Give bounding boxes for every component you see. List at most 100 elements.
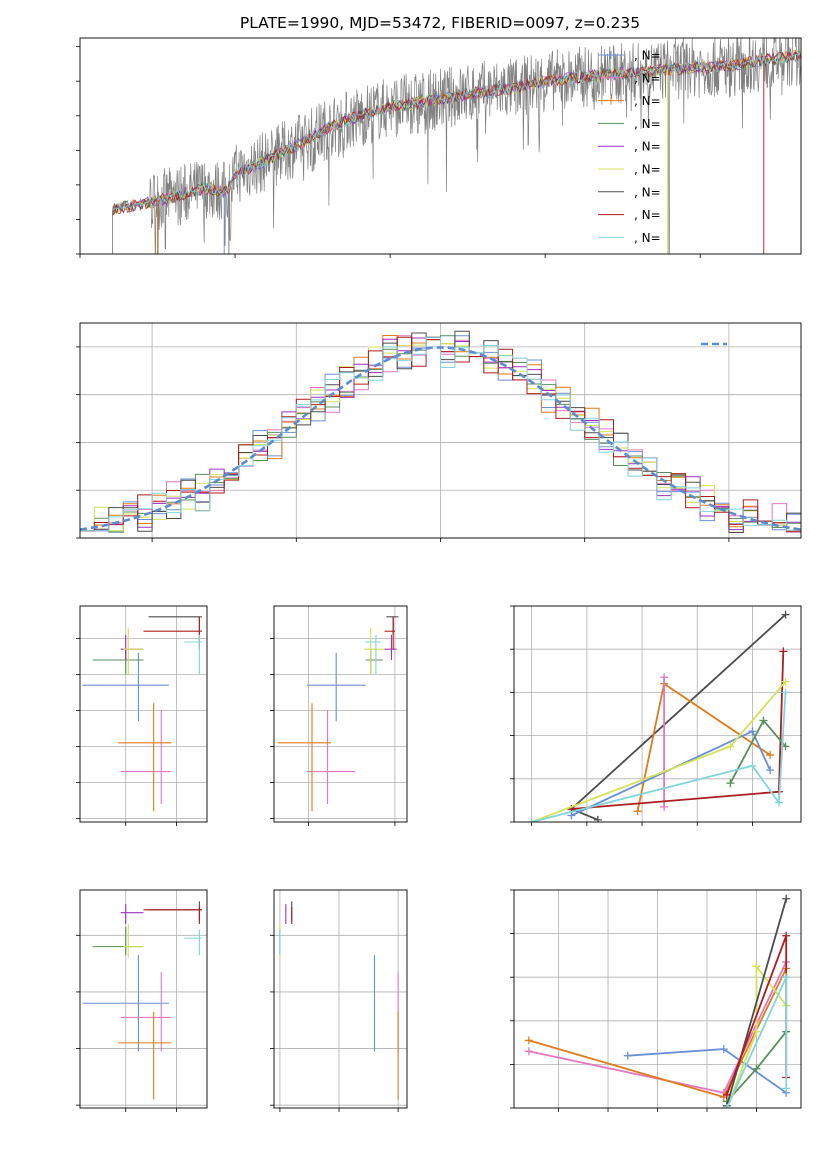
legend-n-eq: = [651,140,661,154]
weight-point [774,798,783,807]
weight-point [527,818,536,822]
legend-n-eq: = [651,231,661,245]
weight-point [759,716,768,725]
error-cross [120,972,172,1052]
plot-frame [79,605,208,823]
plot-frame [273,889,408,1109]
legend-label: , N= [634,185,661,199]
legend-n-prefix: , N [634,49,651,63]
weight-point [660,802,669,811]
legend-label: , N= [634,49,661,63]
legend-n-prefix: , N [634,163,651,177]
weight-point [782,973,791,982]
error-cross [143,906,202,924]
weight-point [722,1104,731,1108]
weight-point [779,647,788,656]
legend-n-eq: = [651,94,661,108]
error-cross [118,1011,172,1100]
legend-n-prefix: , N [634,185,651,199]
panel-mass-vs-Z [76,889,208,1112]
error-crosses [82,901,202,1100]
weight-point [748,727,757,736]
legend-n-eq: = [651,163,661,177]
error-cross [118,703,172,812]
weight-point [726,742,735,751]
weight-point [782,931,791,940]
legend-label: , N= [634,117,661,131]
weight-point [660,673,669,682]
histogram-kroupa-stelib [80,336,801,532]
error-cross [277,703,331,812]
weight-point [752,962,761,971]
spectrum-data-line [112,38,801,254]
figure-title: PLATE=1990, MJD=53472, FIBERID=0097, z=0… [240,14,640,32]
weight-point [781,688,790,697]
weight-point [752,1064,761,1073]
normal-curve [80,346,801,531]
weight-lines [527,610,790,822]
error-crosses [279,901,399,1100]
error-cross [120,904,144,924]
legend-n-eq: = [651,49,661,63]
error-cross [120,710,172,804]
error-cross [123,627,144,675]
weight-point [781,677,790,686]
error-cross [82,652,169,722]
weight-point [633,807,642,816]
legend-label: , N= [634,140,661,154]
panel-age-vs-Z [76,605,208,826]
legend-n-eq: = [651,185,661,199]
legend-n-prefix: , N [634,208,651,222]
panel-spectrum: , N=, N=, N=, N=, N=, N=, N=, N=, N= [76,37,802,258]
legend-label: , N= [634,163,661,177]
error-cross [306,710,356,804]
panel-mass-weight-vs-age [510,605,802,826]
error-cross [384,634,397,660]
weight-point [748,761,757,770]
panel-mass-weight-vs-Z [510,889,802,1112]
weight-point [752,1027,761,1036]
weight-series-line [531,692,787,822]
weight-point [781,610,790,619]
weight-point [623,1051,632,1060]
error-cross [82,955,169,1052]
legend-label: , N= [634,231,661,245]
legend-n-eq: = [651,71,661,85]
panel-age-vs-mass [270,605,408,826]
histogram-group [80,330,801,533]
legend-label: , N= [634,94,661,108]
legend-n-prefix: , N [634,140,651,154]
plot-frame [513,889,802,1109]
legend-n-prefix: , N [634,71,651,85]
error-cross [363,627,385,675]
legend-n-eq: = [651,208,661,222]
weight-point [719,1045,728,1054]
weight-point [722,1090,731,1099]
spectrum-traces [112,38,801,254]
error-cross [123,923,144,958]
weight-lines [524,894,791,1108]
weight-point [593,815,602,822]
error-cross [384,616,395,650]
weight-point [766,766,775,775]
error-cross [184,929,202,956]
legend-n-prefix: , N [634,117,651,131]
weight-point [782,1084,791,1093]
weight-point [726,779,735,788]
legend-label: , N= [634,208,661,222]
model-line-kroupa-stelib [112,53,801,211]
weight-point [524,1036,533,1045]
legend-label: , N= [634,71,661,85]
weight-point [524,1047,533,1056]
error-crosses [277,616,399,812]
panel-mass-vs-EBV [270,889,408,1112]
weight-series-line [725,898,788,1107]
weight-point [766,751,775,760]
plot-frame [79,889,208,1109]
legend-n-prefix: , N [634,94,651,108]
panel-residuals [76,322,802,542]
legend-n-prefix: , N [634,231,651,245]
plot-frame [79,37,802,255]
error-cross [306,652,366,722]
